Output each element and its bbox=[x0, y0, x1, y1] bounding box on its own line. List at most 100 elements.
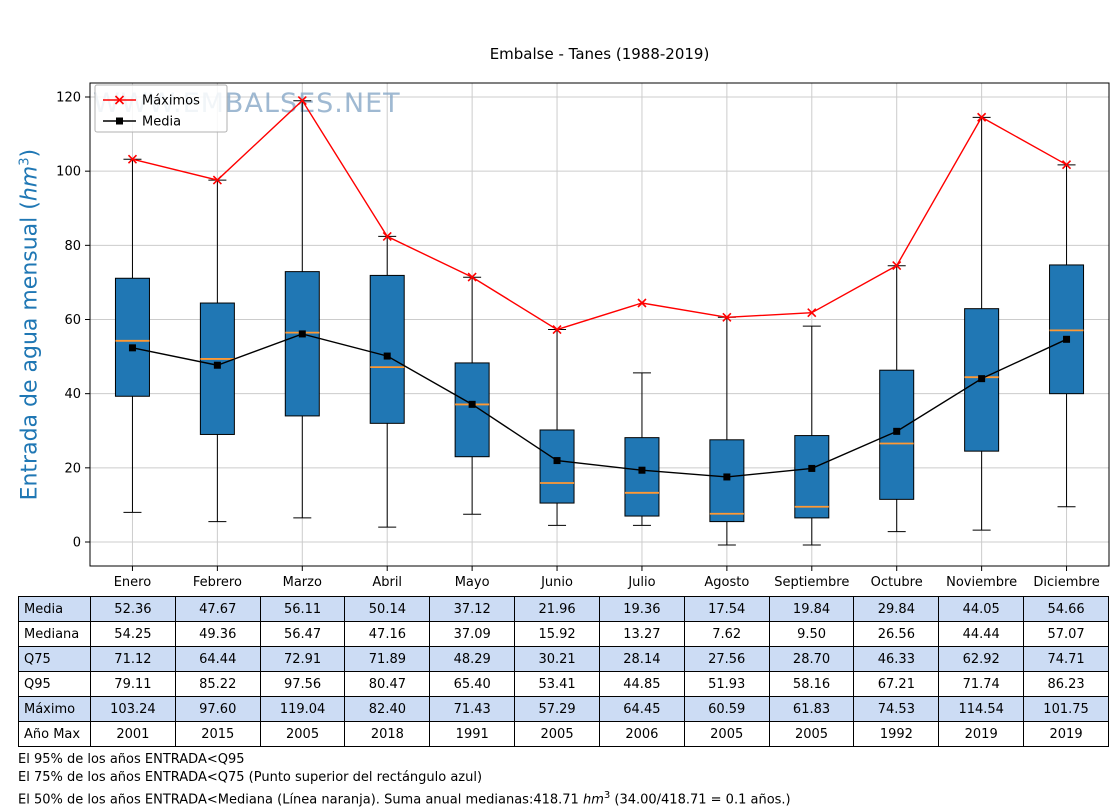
table-row-header: Q75 bbox=[18, 646, 91, 672]
footnote-q75: El 75% de los años ENTRADA<Q75 (Punto su… bbox=[18, 769, 791, 787]
iqr-box bbox=[199, 302, 235, 435]
mean-square-marker bbox=[298, 330, 306, 338]
iqr-box bbox=[794, 435, 830, 519]
table-cell: 37.09 bbox=[429, 621, 516, 647]
month-label: Julio bbox=[628, 575, 656, 590]
iqr-box bbox=[454, 362, 490, 458]
mean-square-marker bbox=[213, 361, 221, 369]
legend-label: Máximos bbox=[142, 94, 200, 109]
table-cell: 67.21 bbox=[853, 671, 940, 697]
month-label: Octubre bbox=[870, 575, 923, 590]
table-cell: 2005 bbox=[768, 721, 855, 747]
table-cell: 49.36 bbox=[174, 621, 261, 647]
table-cell: 2005 bbox=[259, 721, 346, 747]
footnotes: El 95% de los años ENTRADA<Q95 El 75% de… bbox=[18, 751, 791, 809]
table-cell: 52.36 bbox=[90, 596, 176, 622]
plot-background bbox=[90, 83, 1109, 566]
mean-square-marker bbox=[893, 427, 901, 435]
footnote-mediana: El 50% de los años ENTRADA<Mediana (Líne… bbox=[18, 787, 791, 809]
table-cell: 19.84 bbox=[768, 596, 855, 622]
table-cell: 47.67 bbox=[174, 596, 261, 622]
mean-square-marker bbox=[638, 466, 646, 474]
table-cell: 27.56 bbox=[683, 646, 770, 672]
table-row: Máximo 103.24 97.60 119.04 82.40 71.43 57.29 64… bbox=[18, 696, 1109, 722]
footnote-unit-exponent: 3 bbox=[603, 790, 611, 801]
mean-square-marker bbox=[468, 400, 476, 408]
month-label: Noviembre bbox=[946, 575, 1018, 590]
table-cell: 86.23 bbox=[1023, 671, 1109, 697]
table-cell: 1991 bbox=[429, 721, 516, 747]
month-label: Septiembre bbox=[774, 575, 850, 590]
table-cell: 57.29 bbox=[514, 696, 600, 722]
table-cell: 1992 bbox=[853, 721, 940, 747]
y-axis-unit-exponent: 3 bbox=[17, 157, 33, 166]
y-tick-label: 60 bbox=[64, 313, 81, 328]
table-cell: 48.29 bbox=[429, 646, 516, 672]
max-x-marker bbox=[892, 261, 902, 271]
table-cell: 2019 bbox=[1023, 721, 1109, 747]
iqr-box bbox=[114, 277, 150, 397]
table-cell: 54.66 bbox=[1023, 596, 1109, 622]
table-cell: 26.56 bbox=[853, 621, 940, 647]
series-line-maximos bbox=[132, 99, 1067, 331]
table-cell: 44.44 bbox=[938, 621, 1025, 647]
max-x-marker bbox=[297, 95, 307, 106]
table-cell: 19.36 bbox=[598, 596, 685, 622]
table-cell: 51.93 bbox=[683, 671, 770, 697]
table-cell: 44.85 bbox=[598, 671, 685, 697]
table-cell: 101.75 bbox=[1023, 696, 1109, 722]
month-header-row: Enero Febrero Marzo Abril Mayo Junio Julio Agos… bbox=[18, 575, 1109, 590]
max-x-marker bbox=[637, 298, 647, 308]
table-cell: 29.84 bbox=[853, 596, 940, 622]
table-row: Q75 71.12 64.44 72.91 71.89 48.29 30.21 28.14 27… bbox=[18, 646, 1109, 672]
table-cell: 60.59 bbox=[683, 696, 770, 722]
table-cell: 15.92 bbox=[514, 621, 600, 647]
max-x-marker bbox=[722, 312, 732, 322]
table-cell: 53.41 bbox=[514, 671, 600, 697]
y-tick-label: 120 bbox=[56, 91, 81, 106]
max-x-marker bbox=[127, 154, 138, 164]
iqr-box bbox=[369, 274, 405, 424]
y-tick-label: 20 bbox=[64, 461, 81, 476]
mean-square-marker bbox=[553, 457, 561, 465]
table-cell: 74.53 bbox=[853, 696, 940, 722]
table-row: Media 52.36 47.67 56.11 50.14 37.12 21.96 19.36… bbox=[18, 596, 1109, 622]
table-row-header: Mediana bbox=[18, 621, 91, 647]
month-label: Agosto bbox=[704, 575, 750, 590]
max-x-marker bbox=[212, 175, 222, 185]
table-cell: 46.33 bbox=[853, 646, 940, 672]
iqr-box bbox=[709, 439, 745, 523]
table-cell: 2001 bbox=[90, 721, 176, 747]
table-cell: 71.12 bbox=[90, 646, 176, 672]
table-cell: 50.14 bbox=[344, 596, 431, 622]
table-cell: 17.54 bbox=[683, 596, 770, 622]
max-x-marker bbox=[1061, 160, 1072, 170]
table-cell: 58.16 bbox=[768, 671, 855, 697]
iqr-box bbox=[284, 271, 320, 417]
footnote-unit: hm bbox=[582, 792, 604, 808]
y-axis-label-text: Entrada de agua mensual ( bbox=[17, 201, 43, 501]
table-cell: 7.62 bbox=[683, 621, 770, 647]
y-tick-label: 80 bbox=[64, 239, 81, 254]
month-label: Mayo bbox=[454, 575, 490, 590]
table-cell: 2018 bbox=[344, 721, 431, 747]
table-cell: 119.04 bbox=[259, 696, 346, 722]
series-line-media bbox=[132, 333, 1067, 478]
month-label: Febrero bbox=[192, 575, 242, 590]
iqr-box bbox=[1049, 264, 1085, 395]
footnote-text: El 50% de los años ENTRADA<Mediana (Líne… bbox=[18, 792, 583, 808]
table-cell: 57.07 bbox=[1023, 621, 1109, 647]
table-cell: 82.40 bbox=[344, 696, 431, 722]
month-label: Abril bbox=[372, 575, 403, 590]
y-tick-label: 40 bbox=[64, 387, 81, 402]
max-x-marker bbox=[467, 272, 477, 282]
table-row-header: Máximo bbox=[18, 696, 91, 722]
table-cell: 65.40 bbox=[429, 671, 516, 697]
table-cell: 74.71 bbox=[1023, 646, 1109, 672]
table-cell: 64.44 bbox=[174, 646, 261, 672]
chart-title: Embalse - Tanes (1988-2019) bbox=[489, 45, 710, 63]
footnote-text: El 75% de los años ENTRADA<Q75 (Punto su… bbox=[18, 770, 483, 785]
table-cell: 62.92 bbox=[938, 646, 1025, 672]
legend-x-marker bbox=[114, 95, 125, 105]
table-cell: 85.22 bbox=[174, 671, 261, 697]
